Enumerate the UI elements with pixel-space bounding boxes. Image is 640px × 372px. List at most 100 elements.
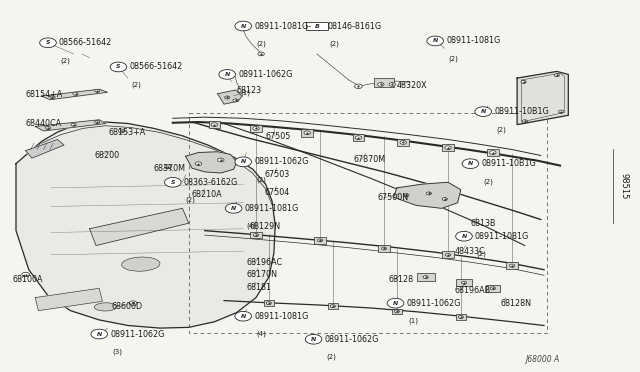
Text: 68154+A: 68154+A xyxy=(26,90,63,99)
Bar xyxy=(374,78,394,87)
Text: 48320X: 48320X xyxy=(397,81,428,90)
Text: N: N xyxy=(241,159,246,164)
Bar xyxy=(487,149,499,156)
Text: 08911-1081G: 08911-1081G xyxy=(254,312,308,321)
Text: 08911-1062G: 08911-1062G xyxy=(324,335,379,344)
Text: 98515: 98515 xyxy=(620,173,628,199)
Circle shape xyxy=(91,329,108,339)
Circle shape xyxy=(218,158,224,162)
Text: 68370M: 68370M xyxy=(154,164,186,173)
Circle shape xyxy=(387,298,404,308)
Polygon shape xyxy=(35,288,102,311)
Ellipse shape xyxy=(95,303,116,311)
Bar xyxy=(209,121,220,128)
Ellipse shape xyxy=(122,257,160,271)
Text: S: S xyxy=(45,40,51,45)
Text: B: B xyxy=(314,23,319,29)
Circle shape xyxy=(458,315,463,318)
Text: (2): (2) xyxy=(483,178,493,185)
Bar xyxy=(442,251,454,258)
Circle shape xyxy=(258,52,264,56)
Circle shape xyxy=(330,305,335,308)
Bar xyxy=(506,262,518,269)
Circle shape xyxy=(442,198,447,201)
Bar xyxy=(250,125,262,132)
Bar xyxy=(353,134,364,141)
Polygon shape xyxy=(35,120,106,131)
Polygon shape xyxy=(90,208,189,246)
Circle shape xyxy=(164,177,181,187)
Circle shape xyxy=(426,192,431,195)
Text: S: S xyxy=(116,64,121,70)
Circle shape xyxy=(355,136,362,140)
Bar xyxy=(392,309,402,314)
Text: 68153+A: 68153+A xyxy=(109,128,146,137)
Circle shape xyxy=(45,126,51,129)
Circle shape xyxy=(427,36,444,46)
Text: (4): (4) xyxy=(246,223,256,230)
Text: 68440CA: 68440CA xyxy=(26,119,61,128)
Text: 68196AB: 68196AB xyxy=(454,286,490,295)
Text: 08911-1062G: 08911-1062G xyxy=(238,70,292,79)
Text: 68128: 68128 xyxy=(388,275,413,284)
Bar xyxy=(264,300,274,306)
Text: 67505: 67505 xyxy=(266,132,291,141)
Circle shape xyxy=(404,194,409,197)
Circle shape xyxy=(400,141,406,144)
Circle shape xyxy=(381,247,387,250)
Text: 68196AC: 68196AC xyxy=(246,258,282,267)
Text: 08911-10B1G: 08911-10B1G xyxy=(494,107,549,116)
Text: (2): (2) xyxy=(448,55,458,62)
Circle shape xyxy=(235,157,252,167)
Circle shape xyxy=(355,84,362,89)
Bar xyxy=(328,304,338,309)
Text: (2): (2) xyxy=(131,81,141,88)
Circle shape xyxy=(129,301,137,305)
Circle shape xyxy=(22,272,29,277)
Text: 08911-10B1G: 08911-10B1G xyxy=(481,159,536,168)
Circle shape xyxy=(305,334,322,344)
Text: 67503: 67503 xyxy=(264,170,289,179)
Text: 68128N: 68128N xyxy=(500,299,531,308)
Text: 68123: 68123 xyxy=(237,86,262,95)
Text: 68181: 68181 xyxy=(246,283,271,292)
Circle shape xyxy=(110,62,127,72)
Text: 08566-51642: 08566-51642 xyxy=(59,38,112,47)
Text: J68000 A: J68000 A xyxy=(525,355,559,364)
Circle shape xyxy=(445,253,451,256)
Text: N: N xyxy=(393,301,398,306)
Circle shape xyxy=(225,203,242,213)
Text: N: N xyxy=(481,109,486,114)
Text: 68200: 68200 xyxy=(95,151,120,160)
Circle shape xyxy=(462,159,479,169)
Polygon shape xyxy=(16,122,275,328)
Text: N: N xyxy=(433,38,438,44)
Text: 08911-1081G: 08911-1081G xyxy=(475,232,529,241)
Circle shape xyxy=(456,231,472,241)
Text: 68600D: 68600D xyxy=(112,302,143,311)
Text: N: N xyxy=(311,337,316,342)
Circle shape xyxy=(235,21,252,31)
Circle shape xyxy=(235,311,252,321)
Circle shape xyxy=(71,123,76,126)
Circle shape xyxy=(211,123,218,126)
Text: 68129N: 68129N xyxy=(250,222,281,231)
Polygon shape xyxy=(517,71,568,125)
Text: 08146-8161G: 08146-8161G xyxy=(328,22,382,31)
Text: (2): (2) xyxy=(326,354,336,360)
Circle shape xyxy=(445,146,451,150)
Text: (2): (2) xyxy=(186,197,195,203)
Text: (2): (2) xyxy=(330,41,339,47)
Circle shape xyxy=(253,234,259,237)
Text: N: N xyxy=(468,161,473,166)
Circle shape xyxy=(461,281,467,284)
Circle shape xyxy=(521,80,526,83)
Text: S: S xyxy=(170,180,175,185)
Text: N: N xyxy=(97,331,102,337)
Circle shape xyxy=(559,110,564,113)
Text: (2): (2) xyxy=(496,126,506,133)
Circle shape xyxy=(50,96,55,99)
Text: 68210A: 68210A xyxy=(192,190,223,199)
Circle shape xyxy=(490,151,496,154)
Polygon shape xyxy=(42,89,108,100)
